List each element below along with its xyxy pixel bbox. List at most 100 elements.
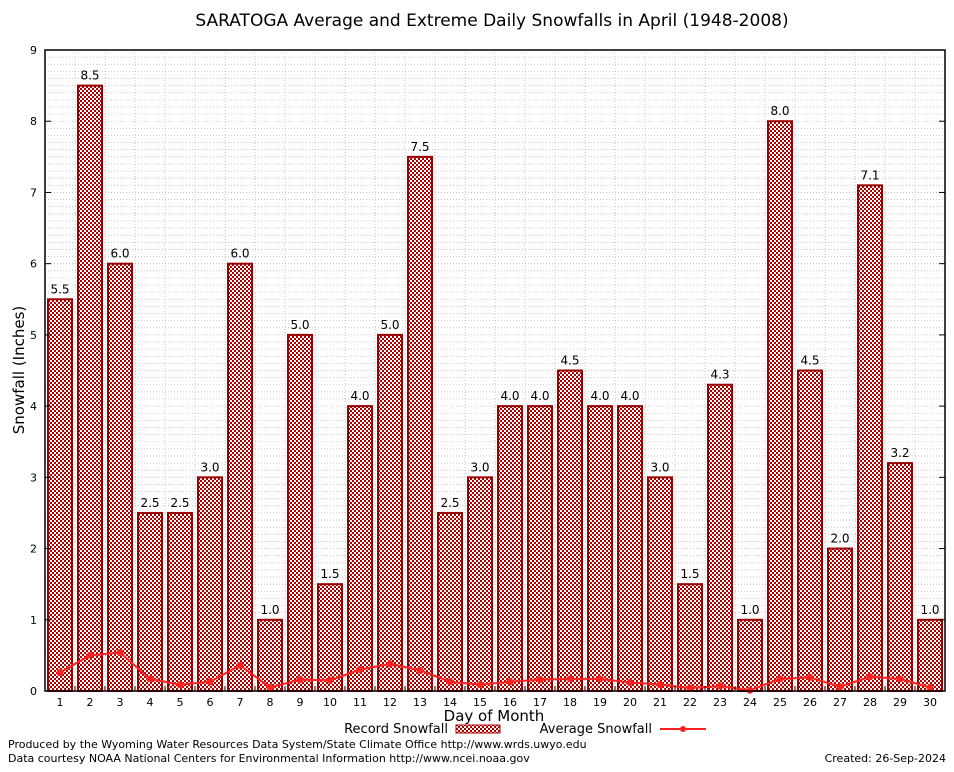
bar-value-label: 7.5	[410, 140, 429, 154]
legend-average-label: Average Snowfall	[540, 722, 652, 737]
y-tick-label: 3	[30, 471, 37, 484]
bar-value-label: 4.5	[800, 354, 819, 368]
y-tick-label: 1	[30, 614, 37, 627]
bar-day-27	[827, 547, 853, 692]
legend-average-marker	[680, 726, 686, 732]
average-point-day-30	[926, 683, 934, 691]
bar-day-9	[287, 333, 313, 692]
x-tick-label: 18	[563, 696, 577, 709]
x-tick-label: 11	[353, 696, 367, 709]
bar-day-2	[77, 84, 103, 693]
x-tick-label: 1	[57, 696, 64, 709]
legend-record-label: Record Snowfall	[344, 722, 448, 737]
average-point-day-26	[806, 673, 814, 681]
x-tick-label: 30	[923, 696, 937, 709]
x-tick-label: 5	[177, 696, 184, 709]
average-point-day-23	[716, 682, 724, 690]
bar-day-5	[167, 511, 193, 693]
x-tick-label: 9	[297, 696, 304, 709]
bar-value-label: 1.0	[920, 603, 939, 617]
x-tick-label: 23	[713, 696, 727, 709]
bar-day-10	[317, 583, 343, 693]
x-tick-label: 6	[207, 696, 214, 709]
bar-value-label: 4.0	[530, 389, 549, 403]
average-point-day-11	[356, 666, 364, 674]
bar-day-15	[467, 476, 493, 693]
bar-value-label: 3.0	[200, 460, 219, 474]
bar-day-1	[47, 298, 73, 692]
bar-day-13	[407, 155, 433, 693]
bar-value-label: 8.5	[80, 69, 99, 83]
x-axis-label: Day of Month	[444, 707, 545, 725]
bar-value-label: 4.3	[710, 368, 729, 382]
bar-value-label: 2.5	[440, 496, 459, 510]
bar-day-16	[497, 405, 523, 692]
bar-day-6	[197, 476, 223, 693]
average-point-day-16	[506, 678, 514, 686]
y-tick-label: 8	[30, 115, 37, 128]
bar-value-label: 4.0	[500, 389, 519, 403]
bar-day-24	[737, 618, 763, 692]
bar-value-label: 3.2	[890, 446, 909, 460]
x-tick-label: 8	[267, 696, 274, 709]
x-tick-label: 24	[743, 696, 757, 709]
x-tick-label: 25	[773, 696, 787, 709]
bar-value-label: 1.5	[680, 567, 699, 581]
x-tick-label: 4	[147, 696, 154, 709]
bar-day-22	[677, 583, 703, 693]
bar-day-29	[887, 462, 913, 693]
average-snowfall-line	[59, 651, 931, 692]
x-tick-label: 2	[87, 696, 94, 709]
average-point-day-14	[446, 678, 454, 686]
bar-value-label: 6.0	[230, 247, 249, 261]
x-tick-label: 17	[533, 696, 547, 709]
y-tick-label: 4	[30, 400, 37, 413]
bar-value-label: 4.5	[560, 354, 579, 368]
bar-day-18	[557, 369, 583, 692]
bar-value-label: 8.0	[770, 104, 789, 118]
x-tick-label: 15	[473, 696, 487, 709]
average-point-day-5	[176, 681, 184, 689]
bar-day-11	[347, 405, 373, 692]
bar-day-8	[257, 618, 283, 692]
x-tick-label: 14	[443, 696, 457, 709]
average-point-day-12	[386, 660, 394, 668]
bar-day-20	[617, 405, 643, 692]
bar-value-label: 3.0	[650, 460, 669, 474]
x-tick-label: 22	[683, 696, 697, 709]
x-tick-label: 10	[323, 696, 337, 709]
average-point-day-18	[566, 675, 574, 683]
x-tick-label: 21	[653, 696, 667, 709]
average-point-day-21	[656, 681, 664, 689]
bar-day-19	[587, 405, 613, 692]
y-tick-label: 0	[30, 685, 37, 698]
average-point-day-20	[626, 678, 634, 686]
average-point-day-19	[596, 675, 604, 683]
bar-value-label: 5.5	[50, 282, 69, 296]
x-tick-label: 19	[593, 696, 607, 709]
average-point-day-7	[236, 661, 244, 669]
average-point-day-17	[536, 676, 544, 684]
bar-day-4	[137, 511, 163, 693]
bar-day-17	[527, 405, 553, 692]
x-tick-label: 29	[893, 696, 907, 709]
y-tick-label: 9	[30, 44, 37, 57]
x-tick-label: 20	[623, 696, 637, 709]
legend: Record Snowfall Average Snowfall	[344, 722, 706, 737]
y-tick-label: 5	[30, 329, 37, 342]
bar-value-label: 1.0	[740, 603, 759, 617]
bar-day-23	[707, 383, 733, 692]
average-point-day-1	[56, 668, 64, 676]
bar-value-label: 2.5	[140, 496, 159, 510]
y-tick-label: 6	[30, 258, 37, 271]
average-point-day-9	[296, 676, 304, 684]
average-point-day-27	[836, 683, 844, 691]
bar-value-label: 1.5	[320, 567, 339, 581]
credit-noaa: Data courtesy NOAA National Centers for …	[8, 752, 530, 765]
average-point-day-15	[476, 681, 484, 689]
x-tick-label: 28	[863, 696, 877, 709]
x-tick-label: 16	[503, 696, 517, 709]
bar-value-label: 3.0	[470, 460, 489, 474]
bar-day-3	[107, 262, 133, 692]
